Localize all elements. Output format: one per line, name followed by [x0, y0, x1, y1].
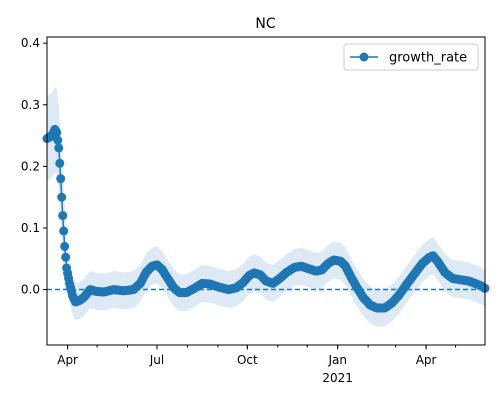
plot-area — [42, 86, 490, 327]
chart-title: NC — [255, 16, 275, 32]
y-tick-label: 0.1 — [21, 221, 40, 235]
y-axis: 0.0 0.1 0.2 0.3 0.4 — [21, 36, 47, 297]
data-point — [54, 143, 64, 153]
growth-rate-markers — [42, 124, 490, 313]
x-tick-label: Jan — [327, 353, 347, 367]
x-tick-label: Apr — [416, 353, 437, 367]
data-point — [60, 241, 70, 251]
y-tick-label: 0.4 — [21, 36, 40, 50]
x-axis: Apr Jul Oct Jan 2021 Apr — [57, 345, 457, 385]
y-tick-label: 0.2 — [21, 159, 40, 173]
data-point — [53, 135, 63, 145]
x-tick-label: Oct — [237, 353, 258, 367]
legend: growth_rate — [343, 43, 479, 71]
data-point — [61, 252, 71, 262]
plot-frame — [46, 36, 486, 346]
x-tick-label: Jul — [149, 353, 164, 367]
data-point — [52, 128, 62, 137]
x-tick-label: Apr — [57, 353, 78, 367]
y-tick-label: 0.3 — [21, 98, 40, 112]
data-point — [57, 192, 67, 202]
data-point — [56, 174, 66, 184]
y-tick-label: 0.0 — [21, 283, 40, 297]
x-tick-year-label: 2021 — [322, 371, 353, 385]
legend-box — [343, 43, 479, 71]
data-point — [55, 158, 65, 168]
legend-marker-swatch — [359, 52, 369, 62]
legend-label: growth_rate — [389, 51, 467, 66]
data-point — [58, 211, 68, 221]
data-point — [59, 226, 69, 236]
